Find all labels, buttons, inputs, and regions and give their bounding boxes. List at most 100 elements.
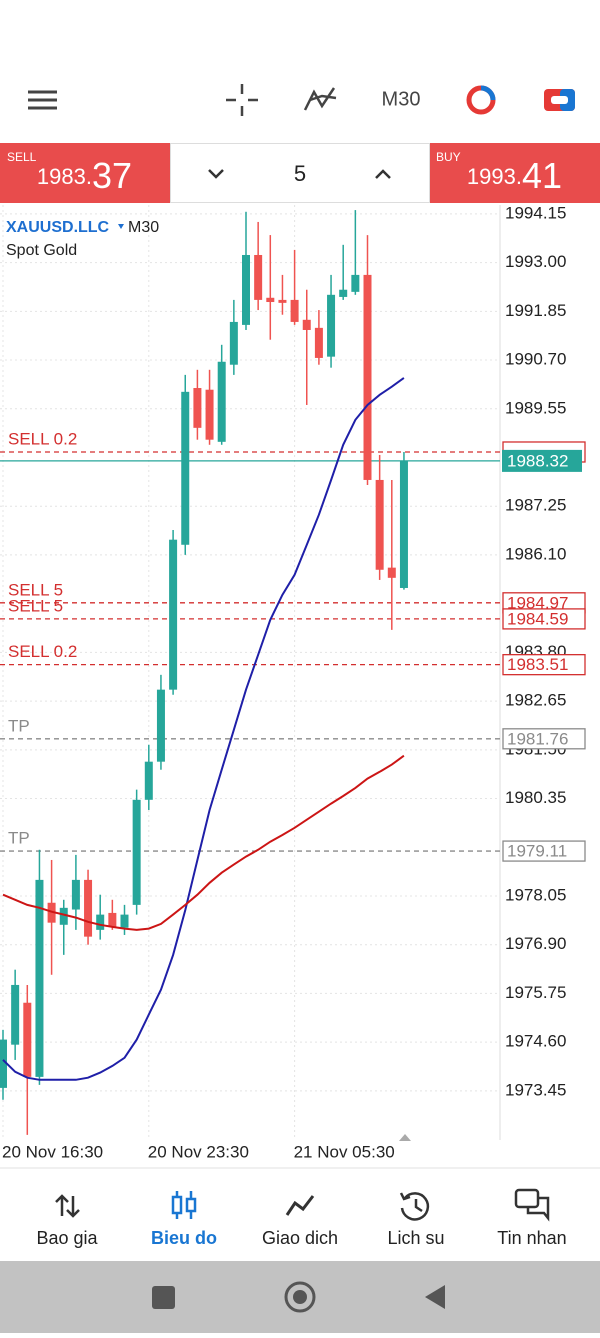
indicators-button[interactable]: [303, 87, 337, 111]
candle-body: [23, 1002, 32, 1077]
candle-body: [363, 274, 372, 480]
y-tick-label: 1975.75: [505, 983, 566, 1002]
y-tick-label: 1993.00: [505, 252, 566, 271]
y-tick-label: 1974.60: [505, 1032, 566, 1051]
home-button[interactable]: [284, 1281, 316, 1313]
candle-body: [11, 984, 20, 1045]
candle-body: [59, 907, 68, 925]
candle-body: [351, 274, 360, 292]
recents-button[interactable]: [152, 1286, 175, 1309]
candle-body: [290, 299, 299, 322]
y-tick-label: 1987.25: [505, 496, 566, 515]
level-box: [502, 840, 586, 862]
level-value: 1984.97: [507, 593, 568, 612]
y-tick-label: 1976.90: [505, 934, 566, 953]
candle-body: [314, 327, 323, 358]
chart-header: XAUUSD.LLC M30 Spot Gold: [6, 219, 159, 259]
nav-label[interactable]: Bao gia: [36, 1228, 98, 1248]
volume-down[interactable]: [208, 169, 224, 179]
y-tick-label: 1978.05: [505, 885, 566, 904]
sell-price-tail: 37: [92, 155, 132, 196]
candle-body: [144, 761, 153, 800]
candle-body: [169, 539, 178, 690]
candle-body: [132, 799, 141, 905]
level-box: [502, 654, 586, 676]
y-tick-label: 1982.65: [505, 691, 566, 710]
y-tick-label: 1986.10: [505, 544, 566, 563]
moving-average: [2, 377, 405, 1081]
candle-body: [120, 914, 129, 928]
trade-button[interactable]: [466, 85, 496, 115]
nav-label[interactable]: Tin nhan: [497, 1228, 566, 1248]
buy-price: 1993.41: [467, 155, 562, 196]
candle-body: [278, 299, 287, 303]
level-box: [502, 728, 586, 750]
y-tick-label: 1990.70: [505, 350, 566, 369]
symbol-dropdown[interactable]: [118, 224, 124, 229]
candle-body: [327, 294, 336, 357]
y-tick-label: 1989.55: [505, 398, 566, 417]
back-button[interactable]: [425, 1285, 445, 1309]
description: Spot Gold: [6, 242, 77, 259]
level-box: [502, 608, 586, 630]
sell-label: SELL: [7, 150, 37, 164]
y-tick-label: 1991.85: [505, 301, 566, 320]
candle-body: [0, 1039, 7, 1088]
candle-body: [302, 319, 311, 330]
x-tick-label: 21 Nov 05:30: [294, 1142, 395, 1161]
candle-body: [266, 297, 275, 303]
buy-button[interactable]: [430, 143, 600, 203]
level-label: SELL 0.2: [8, 642, 77, 661]
candle-body: [181, 391, 190, 545]
toolbar: M30: [28, 84, 575, 116]
x-tick-label: 20 Nov 23:30: [148, 1142, 249, 1161]
volume-up[interactable]: [375, 169, 391, 179]
level-label: SELL 0.2: [8, 429, 77, 448]
symbol[interactable]: XAUUSD.LLC: [6, 219, 110, 236]
nav-label[interactable]: Giao dich: [262, 1228, 338, 1248]
account-button[interactable]: [544, 89, 575, 111]
candle-body: [156, 689, 165, 762]
volume[interactable]: 5: [294, 161, 306, 186]
x-tick-label: 20 Nov 16:30: [2, 1142, 103, 1161]
moving-average: [2, 754, 405, 931]
nav-trade[interactable]: [285, 1195, 315, 1216]
scroll-marker: [399, 1134, 411, 1141]
crosshair-button[interactable]: [226, 84, 258, 116]
buy-label: BUY: [436, 150, 461, 164]
nav-messages[interactable]: [514, 1188, 550, 1222]
candle-body: [96, 914, 105, 930]
y-tick-label: 1994.15: [505, 203, 566, 222]
nav-chart[interactable]: [171, 1191, 197, 1219]
y-tick-label: 1980.35: [505, 788, 566, 807]
bottom-nav: Bao gia Bieu do Giao dich Lich su Tin nh…: [36, 1188, 567, 1248]
candle-body: [242, 254, 250, 325]
menu-button[interactable]: [28, 90, 57, 110]
candle-body: [387, 567, 396, 578]
current-price-box: [502, 449, 582, 472]
sell-button[interactable]: [0, 143, 170, 203]
sell-price: 1983.37: [37, 155, 132, 196]
y-tick-label: 1973.45: [505, 1080, 566, 1099]
level-value: 1984.59: [507, 609, 568, 628]
sell-price-head: 1983.: [37, 164, 92, 189]
level-label: TP: [8, 829, 30, 848]
level-label: SELL 5: [8, 580, 63, 599]
candle-body: [254, 254, 263, 300]
candle-body: [339, 289, 348, 297]
buy-price-head: 1993.: [467, 164, 522, 189]
nav-label-active[interactable]: Bieu do: [151, 1228, 217, 1248]
current-price-label: 1988.32: [507, 451, 568, 470]
candle-body: [108, 912, 117, 927]
trade-panel: SELL 1983.37 5 BUY 1993.41: [0, 143, 600, 203]
nav-history[interactable]: [399, 1192, 430, 1221]
nav-quotes[interactable]: [55, 1194, 80, 1218]
level-value: 1981.76: [507, 729, 568, 748]
chart-timeframe: M30: [128, 219, 159, 236]
nav-label[interactable]: Lich su: [387, 1228, 444, 1248]
buy-price-tail: 41: [522, 155, 562, 196]
timeframe-button[interactable]: M30: [382, 88, 421, 110]
level-value: 1979.11: [507, 842, 567, 861]
level-label: SELL 5: [8, 596, 63, 615]
level-label: TP: [8, 716, 30, 735]
